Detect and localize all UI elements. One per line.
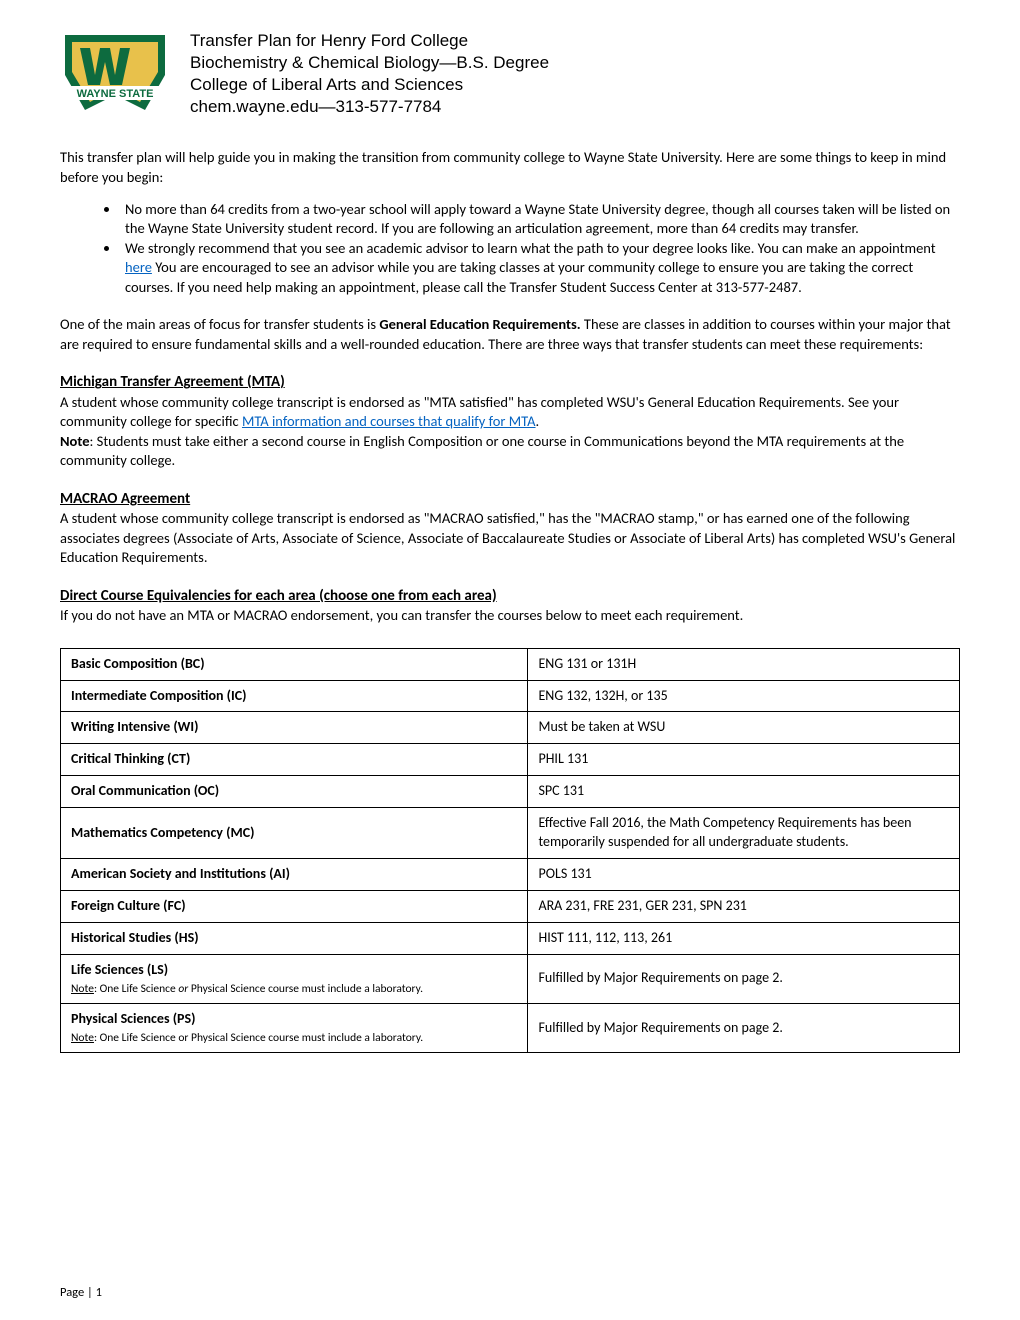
appointment-link[interactable]: here xyxy=(125,258,152,276)
intro-paragraph: This transfer plan will help guide you i… xyxy=(60,148,960,187)
table-row: American Society and Institutions (AI)PO… xyxy=(61,858,960,890)
header-line-3: College of Liberal Arts and Sciences xyxy=(190,74,549,96)
req-ai: American Society and Institutions (AI) xyxy=(61,858,528,890)
req-fc: Foreign Culture (FC) xyxy=(61,890,528,922)
header-line-1: Transfer Plan for Henry Ford College xyxy=(190,30,549,52)
direct-body: If you do not have an MTA or MACRAO endo… xyxy=(60,606,960,626)
ps-title: Physical Sciences (PS) xyxy=(71,1010,196,1027)
equivalency-table: Basic Composition (BC)ENG 131 or 131H In… xyxy=(60,648,960,1054)
table-row: Physical Sciences (PS) Note: One Life Sc… xyxy=(61,1003,960,1052)
header-text-block: Transfer Plan for Henry Ford College Bio… xyxy=(190,30,549,118)
req-oc: Oral Communication (OC) xyxy=(61,776,528,808)
course-ls: Fulfilled by Major Requirements on page … xyxy=(528,954,960,1003)
table-row: Oral Communication (OC)SPC 131 xyxy=(61,776,960,808)
document-header: WAYNE STATE Transfer Plan for Henry Ford… xyxy=(60,30,960,118)
req-bc: Basic Composition (BC) xyxy=(61,648,528,680)
req-ct: Critical Thinking (CT) xyxy=(61,744,528,776)
table-row: Intermediate Composition (IC)ENG 132, 13… xyxy=(61,680,960,712)
course-ps: Fulfilled by Major Requirements on page … xyxy=(528,1003,960,1052)
course-bc: ENG 131 or 131H xyxy=(528,648,960,680)
ls-note-u: Note xyxy=(71,982,94,996)
req-mc: Mathematics Competency (MC) xyxy=(61,808,528,859)
course-ct: PHIL 131 xyxy=(528,744,960,776)
bullet-2-post: You are encouraged to see an advisor whi… xyxy=(125,258,913,296)
table-row: Mathematics Competency (MC)Effective Fal… xyxy=(61,808,960,859)
header-line-4: chem.wayne.edu—313-577-7784 xyxy=(190,96,549,118)
bullet-2: We strongly recommend that you see an ac… xyxy=(120,239,960,298)
gen-ed-bold: General Education Requirements. xyxy=(379,315,580,333)
mta-note-body: : Students must take either a second cou… xyxy=(60,432,904,470)
course-fc: ARA 231, FRE 231, GER 231, SPN 231 xyxy=(528,890,960,922)
req-ps: Physical Sciences (PS) Note: One Life Sc… xyxy=(61,1003,528,1052)
course-ic: ENG 132, 132H, or 135 xyxy=(528,680,960,712)
mta-info-link[interactable]: MTA information and courses that qualify… xyxy=(242,412,536,430)
mta-body-post: . xyxy=(536,412,540,430)
course-wi: Must be taken at WSU xyxy=(528,712,960,744)
mta-heading: Michigan Transfer Agreement (MTA) xyxy=(60,372,960,392)
table-row: Basic Composition (BC)ENG 131 or 131H xyxy=(61,648,960,680)
mta-note-label: Note xyxy=(60,432,90,450)
course-oc: SPC 131 xyxy=(528,776,960,808)
req-hs: Historical Studies (HS) xyxy=(61,922,528,954)
req-ic: Intermediate Composition (IC) xyxy=(61,680,528,712)
bullet-2-pre: We strongly recommend that you see an ac… xyxy=(125,239,936,257)
gen-ed-paragraph: One of the main areas of focus for trans… xyxy=(60,315,960,354)
page-number: Page | 1 xyxy=(60,1285,102,1302)
intro-bullet-list: No more than 64 credits from a two-year … xyxy=(60,200,960,298)
table-row: Historical Studies (HS)HIST 111, 112, 11… xyxy=(61,922,960,954)
course-mc: Effective Fall 2016, the Math Competency… xyxy=(528,808,960,859)
macrao-body: A student whose community college transc… xyxy=(60,509,960,568)
svg-text:WAYNE STATE: WAYNE STATE xyxy=(77,88,154,100)
mta-body: A student whose community college transc… xyxy=(60,393,960,471)
req-wi: Writing Intensive (WI) xyxy=(61,712,528,744)
req-ls: Life Sciences (LS) Note: One Life Scienc… xyxy=(61,954,528,1003)
bullet-1: No more than 64 credits from a two-year … xyxy=(120,200,960,239)
ls-note-rest: : One Life Science or Physical Science c… xyxy=(94,982,423,996)
table-row: Life Sciences (LS) Note: One Life Scienc… xyxy=(61,954,960,1003)
table-row: Writing Intensive (WI)Must be taken at W… xyxy=(61,712,960,744)
header-line-2: Biochemistry & Chemical Biology—B.S. Deg… xyxy=(190,52,549,74)
course-hs: HIST 111, 112, 113, 261 xyxy=(528,922,960,954)
ps-note-rest: : One Life Science or Physical Science c… xyxy=(94,1031,423,1045)
direct-heading: Direct Course Equivalencies for each are… xyxy=(60,586,960,606)
table-row: Foreign Culture (FC)ARA 231, FRE 231, GE… xyxy=(61,890,960,922)
table-row: Critical Thinking (CT)PHIL 131 xyxy=(61,744,960,776)
gen-ed-pre: One of the main areas of focus for trans… xyxy=(60,315,379,333)
macrao-heading: MACRAO Agreement xyxy=(60,489,960,509)
wayne-state-logo: WAYNE STATE xyxy=(60,30,170,115)
ls-title: Life Sciences (LS) xyxy=(71,961,168,978)
course-ai: POLS 131 xyxy=(528,858,960,890)
ps-note-u: Note xyxy=(71,1031,94,1045)
